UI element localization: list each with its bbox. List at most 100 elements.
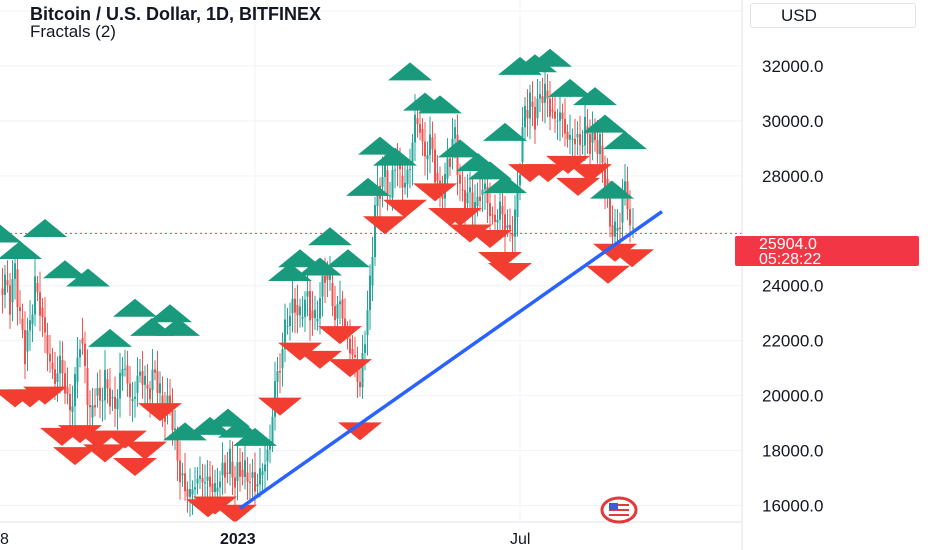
candle-body [521, 127, 524, 163]
candle-body [429, 134, 431, 156]
candle-body [286, 326, 289, 328]
price-tick-label: 16000.0 [762, 497, 823, 516]
candle-body [259, 468, 261, 485]
candle-body [261, 471, 264, 476]
candle-body [36, 282, 39, 293]
candle-body [251, 472, 254, 479]
candle-body [204, 482, 206, 484]
up-fractal-marker [583, 114, 627, 133]
candle-body [9, 285, 11, 315]
up-fractal-marker [438, 139, 482, 158]
candle-body [16, 269, 19, 308]
candle-body [486, 186, 489, 204]
candle-body [211, 483, 214, 492]
candle-body [624, 181, 626, 196]
candle-body [176, 439, 179, 461]
current-price-tag: 25904.0 05:28:22 [735, 236, 919, 268]
candle-body [401, 175, 404, 188]
candle-body [506, 224, 509, 229]
price-tick-label: 24000.0 [762, 277, 823, 296]
trendline[interactable] [238, 210, 664, 510]
candle-body [94, 405, 96, 408]
candle-body [549, 98, 551, 117]
candle-body [51, 362, 54, 370]
candle-body [249, 481, 251, 483]
candle-body [229, 448, 231, 474]
candle-body [581, 145, 584, 147]
candle-body [26, 330, 29, 352]
candle-body [306, 291, 309, 297]
candle-body [529, 92, 531, 119]
candle-body [569, 135, 571, 140]
candle-body [81, 337, 84, 344]
candle-body [214, 483, 216, 492]
candle-body [1, 288, 4, 295]
down-fractal-marker [488, 262, 532, 281]
candle-body [381, 176, 384, 187]
down-fractal-marker [103, 430, 147, 449]
candle-body [244, 460, 246, 477]
candle-body [74, 374, 76, 407]
price-tick-label: 32000.0 [762, 57, 823, 76]
candle-body [409, 168, 411, 170]
candle-body [154, 369, 156, 373]
candle-body [136, 375, 139, 393]
time-tick-label: Jul [510, 531, 530, 548]
candle-body [121, 369, 124, 377]
candle-body [49, 353, 51, 362]
candle-body [291, 298, 294, 314]
time-tick-label: 8 [0, 531, 9, 548]
currency-button[interactable]: USD [750, 3, 916, 28]
candle-body [84, 343, 86, 367]
candle-body [159, 383, 161, 394]
up-fractals [0, 48, 647, 446]
candle-body [441, 195, 444, 199]
up-fractal-marker [483, 175, 527, 194]
up-fractal-marker [483, 122, 527, 141]
candle-body [21, 318, 24, 331]
candle-body [481, 189, 484, 196]
candle-body [239, 462, 241, 477]
down-fractal-marker [53, 447, 97, 466]
symbol-title[interactable]: Bitcoin / U.S. Dollar, 1D, BITFINEX [30, 4, 322, 24]
us-flag-icon[interactable] [600, 496, 638, 524]
candle-body [546, 90, 549, 99]
candle-body [319, 298, 321, 319]
up-fractal-marker [358, 136, 402, 155]
down-fractal-marker [123, 441, 167, 460]
candle-body [266, 449, 269, 462]
candle-body [161, 395, 164, 407]
down-fractal-marker [546, 155, 590, 174]
up-fractal-marker [130, 317, 174, 336]
up-fractal-marker [308, 227, 352, 246]
up-fractal-marker [163, 422, 207, 441]
candle-body [309, 291, 311, 321]
candle-body [116, 398, 119, 410]
candle-body [496, 219, 499, 223]
candle-body [469, 187, 471, 193]
candle-body [499, 201, 501, 220]
candle-body [544, 83, 546, 103]
indicator-label[interactable]: Fractals (2) [30, 22, 116, 41]
candle-body [31, 314, 34, 325]
candle-body [234, 477, 236, 488]
candle-body [609, 190, 611, 227]
candle-body [519, 174, 521, 186]
candle-body [79, 349, 81, 358]
candle-body [361, 352, 364, 388]
candle-body [536, 98, 539, 119]
candle-body [184, 473, 186, 492]
candle-body [221, 462, 224, 476]
candle-body [419, 124, 421, 133]
up-fractal-marker [346, 177, 390, 196]
candle-body [96, 387, 99, 396]
candle-body [484, 183, 486, 190]
candle-body [206, 476, 209, 481]
candle-body [454, 127, 456, 139]
candle-body [431, 137, 434, 150]
up-fractal-marker [298, 257, 342, 276]
candle-body [356, 362, 359, 382]
time-axis[interactable]: 8 2023 Jul [0, 531, 530, 548]
candle-body [556, 120, 559, 122]
